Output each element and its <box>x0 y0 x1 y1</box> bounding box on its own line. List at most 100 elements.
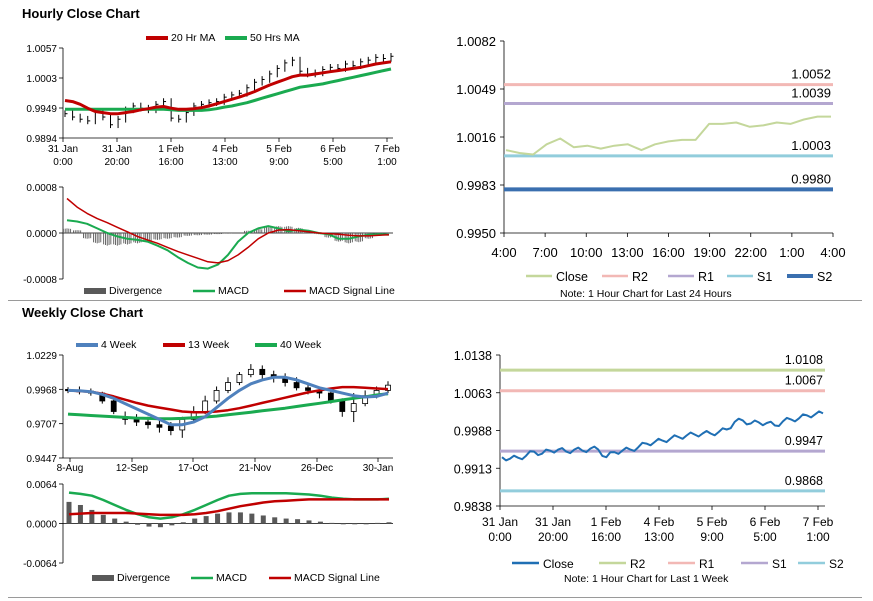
hourly-levels-x-label: 19:00 <box>693 245 726 260</box>
weekly-levels-x-label: 0:00 <box>488 530 512 544</box>
weekly-legend-4week-label: 4 Week <box>101 339 137 351</box>
hourly-price-x-label: 31 Jan <box>48 144 78 155</box>
section-divider <box>8 300 862 301</box>
hourly-price-x-label: 4 Feb <box>212 144 238 155</box>
weekly-levels-legend-r1-label: R1 <box>699 557 715 571</box>
hourly-legend-ma50-label: 50 Hrs MA <box>250 32 300 44</box>
weekly-legend-macd-label: MACD <box>216 572 247 584</box>
hourly-levels-y-label: 1.0049 <box>456 82 496 97</box>
hourly-ma50-line <box>65 67 392 112</box>
weekly-divergence-bar <box>340 523 346 525</box>
hourly-price-x-label: 31 Jan <box>102 144 132 155</box>
hourly-level-s1-label: 1.0003 <box>791 138 831 153</box>
weekly-levels-close-line <box>501 410 824 462</box>
weekly-candle-body <box>339 400 346 412</box>
hourly-levels-y-label: 0.9950 <box>456 226 496 241</box>
weekly-levels-x-label: 4 Feb <box>644 515 675 529</box>
hourly-levels-legend-close-label: Close <box>556 270 588 284</box>
weekly-candle-body <box>213 390 220 402</box>
weekly-divergence-bar <box>135 523 141 525</box>
hourly-ma20-line <box>64 60 392 116</box>
hourly-price-x-label: 0:00 <box>53 157 73 168</box>
hourly-price-x-label: 5 Feb <box>266 144 292 155</box>
hourly-signal-line <box>66 197 390 264</box>
bottom-divider <box>8 597 862 598</box>
weekly-levels-x-label: 31 Jan <box>482 515 518 529</box>
weekly-levels-y-label: 1.0063 <box>454 387 492 401</box>
weekly-levels-x-label: 1 Feb <box>591 515 622 529</box>
weekly-candle-body <box>202 400 209 412</box>
weekly-price-x-label: 17-Oct <box>178 463 208 474</box>
weekly-legend-divergence-label: Divergence <box>117 572 170 584</box>
weekly-levels-x-label: 16:00 <box>591 530 621 544</box>
hourly-price-x-label: 1 Feb <box>158 144 184 155</box>
weekly-macd-line <box>68 491 390 520</box>
weekly-divergence-bar <box>215 513 221 524</box>
weekly-levels-x-label: 20:00 <box>538 530 568 544</box>
weekly-levels-legend-r2-label: R2 <box>630 557 646 571</box>
weekly-levels-x-label: 7 Feb <box>803 515 834 529</box>
weekly-divergence-bar <box>363 523 369 525</box>
weekly-price-x-label: 21-Nov <box>239 463 271 474</box>
hourly-chart-title: Hourly Close Chart <box>22 6 140 21</box>
hourly-levels-legend-r2-label: R2 <box>632 270 648 284</box>
weekly-macd-y-tick-label: 0.0064 <box>26 480 57 491</box>
hourly-macd-y-tick-label: 0.0008 <box>26 183 57 194</box>
weekly-divergence-bar <box>249 513 255 524</box>
hourly-price-x-label: 6 Feb <box>320 144 346 155</box>
hourly-price-x-label: 20:00 <box>104 157 129 168</box>
hourly-levels-y-label: 1.0016 <box>456 130 496 145</box>
hourly-price-y-tick-label: 1.0057 <box>26 44 57 55</box>
weekly-divergence-bar <box>317 521 323 524</box>
weekly-price-y-tick-label: 0.9707 <box>26 420 57 431</box>
weekly-divergence-bar <box>386 522 392 524</box>
hourly-legend-ma20-label: 20 Hr MA <box>171 32 215 44</box>
weekly-ma13-line <box>67 385 389 414</box>
weekly-candle-body <box>247 368 254 376</box>
weekly-divergence-bar <box>237 512 243 524</box>
weekly-price-y-tick-label: 1.0229 <box>26 351 57 362</box>
weekly-price-x-label: 26-Dec <box>301 463 333 474</box>
hourly-levels-x-label: 13:00 <box>611 245 644 260</box>
weekly-macd-y-tick-label: 0.0000 <box>26 520 57 531</box>
weekly-levels-x-label: 5 Feb <box>697 515 728 529</box>
weekly-candle-body <box>110 400 117 412</box>
hourly-levels-legend-s2-label: S2 <box>817 270 832 284</box>
weekly-levels-y-label: 0.9988 <box>454 425 492 439</box>
weekly-price-y-tick-label: 0.9447 <box>26 454 57 465</box>
weekly-divergence-bar <box>192 518 198 524</box>
weekly-levels-y-label: 0.9913 <box>454 462 492 476</box>
hourly-price-x-label: 16:00 <box>158 157 183 168</box>
weekly-divergence-bar <box>226 512 232 524</box>
weekly-candle-body <box>327 392 334 402</box>
hourly-levels-close-line <box>505 115 831 156</box>
weekly-levels-y-label: 1.0138 <box>454 349 492 363</box>
weekly-candle-body <box>145 421 151 426</box>
hourly-legend-macd-label: MACD <box>218 285 249 297</box>
weekly-candle-body <box>225 382 231 391</box>
hourly-levels-x-label: 4:00 <box>491 245 516 260</box>
weekly-price-y-tick-label: 0.9968 <box>26 385 57 396</box>
weekly-candle-body <box>259 368 266 376</box>
weekly-ma40-line <box>67 392 389 421</box>
hourly-legend-divergence-swatch <box>84 288 106 294</box>
weekly-chart-title: Weekly Close Chart <box>22 305 144 320</box>
weekly-level-s2-label: 0.9868 <box>785 474 823 488</box>
weekly-levels-x-label: 6 Feb <box>750 515 781 529</box>
hourly-level-r1-label: 1.0039 <box>791 86 831 101</box>
weekly-levels-x-label: 5:00 <box>753 530 777 544</box>
weekly-divergence-bar <box>157 523 163 528</box>
weekly-divergence-bar <box>260 515 266 524</box>
weekly-level-r1-label: 1.0067 <box>785 374 823 388</box>
weekly-signal-line <box>68 498 389 517</box>
weekly-divergence-bar <box>329 522 335 524</box>
weekly-levels-legend-s2-label: S2 <box>829 557 844 571</box>
hourly-price-x-label: 7 Feb <box>374 144 400 155</box>
weekly-levels-legend-close-label: Close <box>543 557 574 571</box>
weekly-divergence-bar <box>352 523 358 525</box>
hourly-price-y-tick-label: 0.9949 <box>26 104 57 115</box>
hourly-levels-legend-s1-label: S1 <box>757 270 772 284</box>
weekly-price-x-label: 12-Sep <box>116 463 149 474</box>
hourly-levels-x-label: 10:00 <box>570 245 603 260</box>
